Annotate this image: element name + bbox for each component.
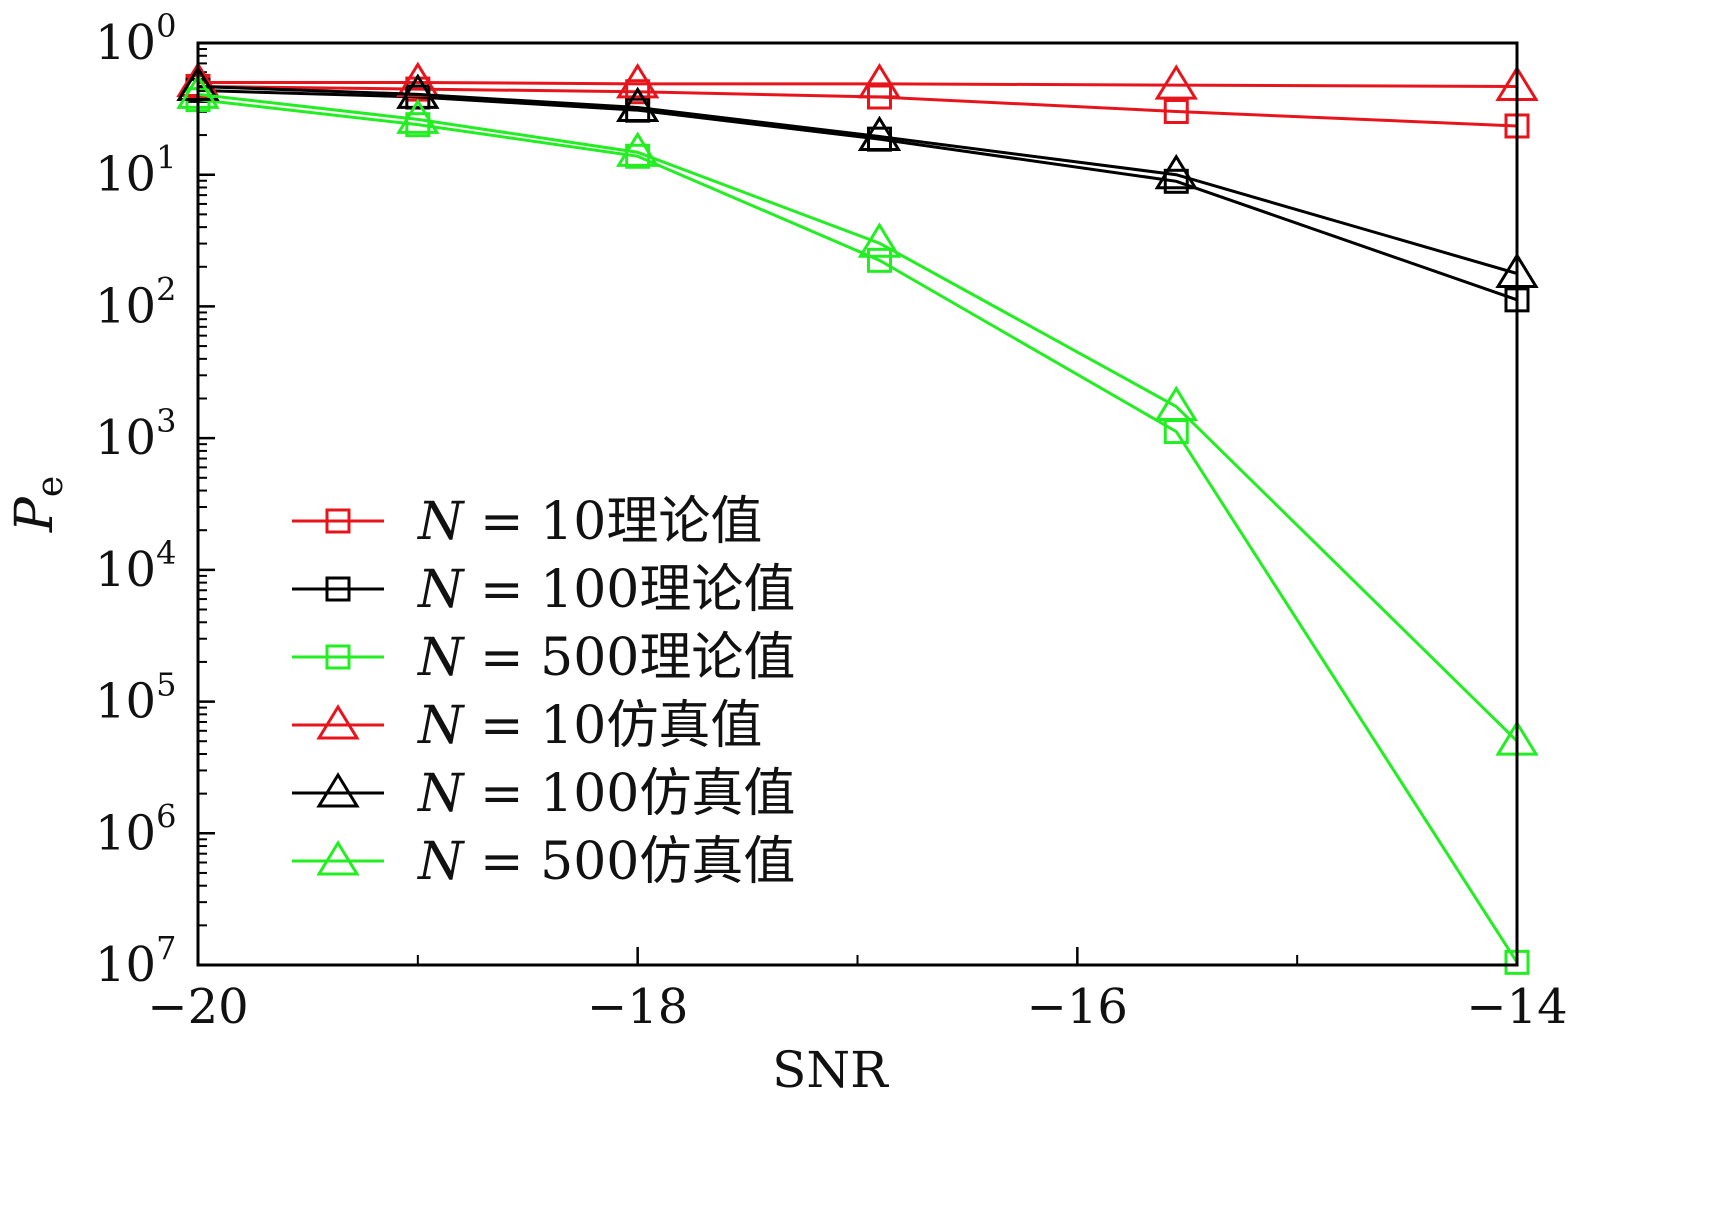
legend-marker	[325, 508, 351, 534]
data-point-marker	[1154, 385, 1198, 422]
y-tick-label: 103	[95, 402, 176, 466]
plot-frame	[196, 41, 1519, 967]
legend-item: N = 500仿真值	[292, 832, 795, 892]
data-point-marker	[857, 222, 902, 258]
series-line	[197, 88, 1518, 302]
legend-marker	[316, 704, 360, 740]
series-line	[197, 98, 1519, 964]
svg-text:Pe: Pe	[5, 476, 71, 533]
data-point-marker	[1163, 98, 1189, 124]
x-tick-labels: −20 −18 −16 −14	[147, 979, 1567, 1035]
y-tick-label: 104	[95, 534, 176, 598]
legend-label: N = 500理论值	[416, 628, 795, 688]
legend-marker	[316, 772, 360, 808]
y-tick-label: 106	[95, 797, 176, 861]
series-3	[185, 87, 1530, 975]
data-point-marker	[625, 79, 651, 105]
legend-label: N = 100仿真值	[416, 764, 795, 824]
data-point-marker	[405, 112, 431, 138]
x-tick-label: −18	[587, 979, 688, 1035]
data-point-marker	[615, 62, 660, 99]
data-point-marker	[615, 131, 660, 167]
data-point-marker	[857, 115, 902, 152]
series-4	[176, 61, 1539, 101]
y-tick-label: 101	[95, 139, 176, 203]
data-point-marker	[396, 98, 440, 134]
series-line	[197, 92, 1519, 743]
y-axis-label-main: P	[5, 496, 65, 533]
x-tick-label: −20	[147, 979, 248, 1035]
data-point-marker	[1154, 153, 1198, 190]
legend-marker	[325, 576, 351, 602]
data-point-marker	[1154, 64, 1198, 100]
y-axis-label: Pe	[5, 476, 71, 533]
x-axis-label: SNR	[772, 1041, 889, 1099]
series-layer	[176, 61, 1539, 975]
legend-label: N = 500仿真值	[416, 832, 795, 892]
data-point-marker	[396, 61, 440, 98]
data-point-marker	[866, 247, 892, 273]
legend-marker	[316, 840, 360, 876]
chart: −20 −18 −16 −14 100 101 102 103 104 105 106 107 SN…	[5, 7, 1568, 1099]
series-2	[185, 77, 1530, 313]
legend: N = 10理论值 N = 100理论值 N = 500理论值 N = 10仿真值 N …	[292, 492, 795, 892]
x-tick-label: −14	[1466, 979, 1567, 1035]
y-axis-label-subscript: e	[30, 476, 71, 497]
data-point-marker	[396, 73, 440, 109]
legend-label: N = 100理论值	[416, 560, 795, 620]
data-point-marker	[1163, 168, 1189, 194]
legend-item: N = 10理论值	[292, 492, 762, 552]
legend-item: N = 100仿真值	[292, 764, 795, 824]
legend-label: N = 10仿真值	[416, 696, 762, 756]
y-tick-label: 107	[95, 929, 176, 993]
legend-marker	[325, 644, 351, 670]
series-line	[197, 84, 1518, 128]
data-point-marker	[615, 86, 660, 123]
legend-item: N = 10仿真值	[292, 696, 762, 756]
data-point-marker	[857, 62, 902, 99]
series-line	[198, 81, 1518, 88]
y-tick-label: 102	[95, 270, 176, 334]
y-tick-labels: 100 101 102 103 104 105 106 107	[95, 7, 176, 993]
legend-item: N = 100理论值	[292, 560, 795, 620]
series-5	[176, 65, 1539, 288]
y-tick-label: 100	[95, 7, 176, 71]
y-tick-label: 105	[95, 666, 176, 730]
legend-label: N = 10理论值	[416, 492, 762, 552]
legend-item: N = 500理论值	[292, 628, 795, 688]
major-ticks	[196, 41, 1519, 967]
series-6	[176, 73, 1539, 756]
x-tick-label: −16	[1027, 979, 1128, 1035]
series-line	[197, 84, 1518, 275]
